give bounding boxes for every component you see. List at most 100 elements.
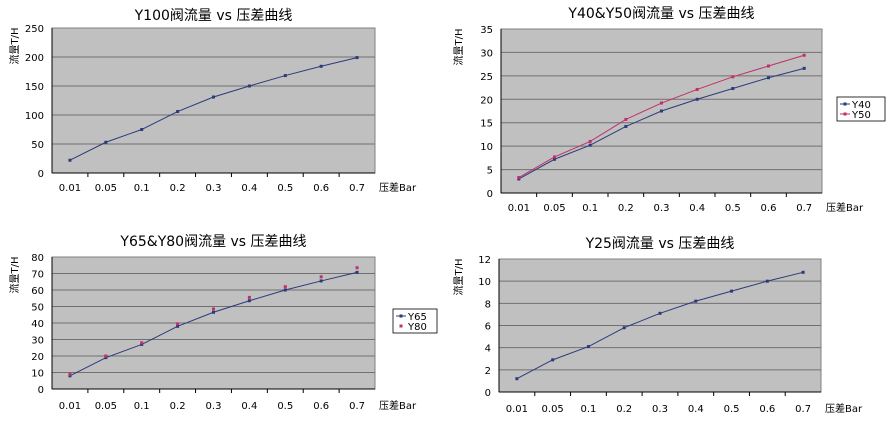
y-tick-label: 6 [485,322,491,333]
y-tick-label: 20 [31,352,44,363]
x-axis-label: 压差Bar [379,181,417,194]
data-point [695,97,699,101]
legend-box [392,308,438,334]
x-axis-label: 压差Bar [379,399,417,412]
y-tick-label: 30 [31,336,44,347]
x-tick-label: 0.05 [542,404,564,415]
data-point [319,275,323,279]
data-point [104,356,108,360]
x-tick-label: 0.3 [206,183,222,194]
y-tick-label: 10 [31,369,44,380]
y-tick-label: 200 [25,53,44,64]
y-tick-label: 80 [31,253,44,264]
x-tick-label: 0.01 [59,401,81,412]
data-point [212,307,215,311]
y-tick-label: 4 [485,344,491,355]
y-tick-label: 0 [38,385,44,396]
data-point [104,354,108,358]
data-point [212,310,215,314]
data-point [212,95,215,99]
x-tick-label: 0.01 [508,203,530,214]
y-tick-label: 70 [31,270,44,281]
series-series-1 [68,56,359,162]
data-point [140,341,144,345]
data-point [515,377,519,381]
y-axis-label: 流量T/H [8,28,21,65]
x-tick-label: 0.2 [170,183,186,194]
x-tick-label: 0.2 [170,401,186,412]
data-point [622,326,626,330]
y-axis-label: 流量T/H [452,259,465,296]
x-tick-label: 0.7 [795,404,811,415]
legend-item: Y80 [399,322,427,333]
data-point [588,143,592,147]
legend-item: Y50 [840,110,871,121]
data-point [283,288,287,292]
data-point [355,266,359,270]
x-tick-label: 0.1 [582,203,598,214]
data-point [731,75,735,79]
x-tick-label: 0.3 [652,404,668,415]
data-point [553,155,556,159]
plot-area [51,27,376,174]
legend-box [836,96,886,122]
data-point [517,176,521,180]
x-tick-label: 0.7 [349,183,365,194]
chart-2: Y40&Y50阀流量 vs 压差曲线 0 5 10 15 20 25 30 35 0.01 0.05… [452,6,886,214]
legend-label: Y65 [407,312,427,323]
data-point [767,76,770,80]
data-point [355,270,359,274]
x-tick-label: 0.6 [313,401,329,412]
y-tick-label: 0 [485,388,491,399]
y-tick-label: 5 [487,166,493,177]
y-tick-label: 12 [478,255,491,266]
data-point [624,117,628,121]
data-point [802,53,806,57]
series-series-1 [515,270,805,381]
x-tick-label: 0.4 [241,183,257,194]
legend-marker [399,324,403,328]
chart-title: Y40&Y50阀流量 vs 压差曲线 [567,6,754,22]
x-axis-label: 压差Bar [825,402,863,415]
data-point [731,87,735,91]
data-point [660,109,663,113]
y-tick-label: 15 [480,119,493,130]
legend-label: Y40 [851,100,871,111]
y-tick-label: 20 [480,95,493,106]
data-point [247,295,251,299]
y-tick-label: 50 [31,140,44,151]
y-tick-label: 30 [480,48,493,59]
x-tick-label: 0.2 [616,404,632,415]
data-point [176,110,180,114]
x-tick-label: 0.6 [313,183,329,194]
data-point [355,56,359,60]
data-point [104,140,108,144]
chart-3: Y65&Y80阀流量 vs 压差曲线 0 10 20 30 40 50 60 70 80 0.01 0… [8,234,438,412]
data-point [283,74,287,78]
data-point [247,299,251,303]
data-point [68,374,72,378]
legend-label: Y50 [851,110,871,121]
series-y80 [68,266,359,376]
chart-1: Y100阀流量 vs 压差曲线 0 50 100 150 200 250 0.01 0.05 0.… [8,8,417,194]
x-tick-label: 0.4 [689,203,705,214]
data-point [767,64,770,68]
data-point [695,87,699,91]
data-point [68,158,72,162]
data-point [694,299,698,303]
y-tick-label: 8 [485,299,491,310]
data-point [319,279,323,283]
data-point [658,311,662,315]
data-point [176,322,180,326]
legend-item: Y40 [840,100,871,111]
legend-item: Y65 [396,312,427,323]
legend-marker [843,112,847,116]
x-tick-label: 0.01 [59,183,81,194]
data-point [553,157,556,161]
data-point [730,289,734,293]
y-tick-label: 50 [31,303,44,314]
data-point [68,372,72,376]
